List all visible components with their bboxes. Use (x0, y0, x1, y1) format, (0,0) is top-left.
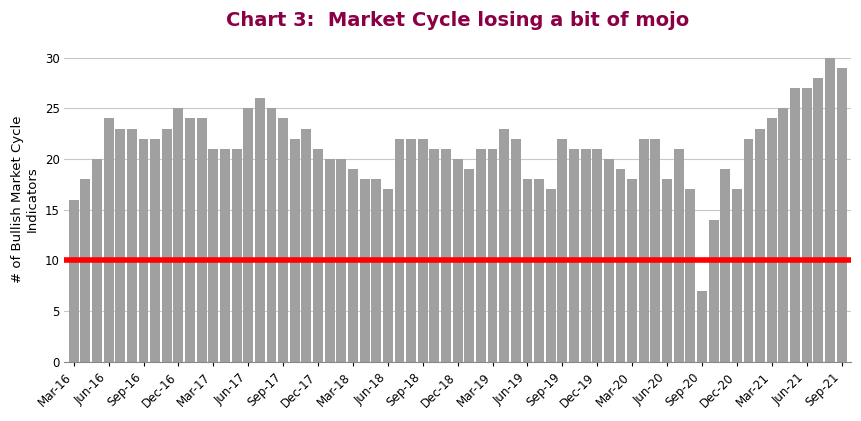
Bar (80, 179, 90, 362)
Bar (487, 149, 497, 362)
Bar (684, 189, 695, 362)
Bar (592, 149, 602, 362)
Bar (743, 139, 753, 362)
Bar (418, 139, 427, 362)
Bar (801, 88, 811, 362)
Bar (115, 128, 125, 362)
Bar (777, 108, 788, 362)
Bar (522, 179, 532, 362)
Bar (406, 139, 416, 362)
Bar (220, 149, 230, 362)
Bar (429, 149, 439, 362)
Bar (289, 139, 300, 362)
Bar (673, 149, 683, 362)
Bar (604, 159, 613, 362)
Bar (127, 128, 137, 362)
Bar (185, 118, 195, 362)
Bar (836, 68, 846, 362)
Bar (150, 139, 160, 362)
Bar (313, 149, 323, 362)
Bar (464, 169, 474, 362)
Bar (557, 139, 567, 362)
Bar (650, 139, 660, 362)
Bar (336, 159, 346, 362)
Bar (441, 149, 450, 362)
Bar (813, 78, 822, 362)
Bar (708, 220, 718, 362)
Bar (371, 179, 381, 362)
Bar (173, 108, 183, 362)
Bar (162, 128, 171, 362)
Bar (534, 179, 543, 362)
Bar (475, 149, 486, 362)
Bar (382, 189, 393, 362)
Bar (697, 291, 706, 362)
Bar (661, 179, 672, 362)
Bar (627, 179, 636, 362)
Bar (394, 139, 404, 362)
Bar (69, 200, 78, 362)
Bar (545, 189, 555, 362)
Bar (208, 149, 218, 362)
Bar (301, 128, 311, 362)
Bar (790, 88, 799, 362)
Bar (511, 139, 520, 362)
Bar (580, 149, 590, 362)
Y-axis label: # of Bullish Market Cycle
Indicators: # of Bullish Market Cycle Indicators (11, 116, 39, 283)
Bar (499, 128, 509, 362)
Bar (766, 118, 776, 362)
Bar (139, 139, 148, 362)
Bar (255, 98, 264, 362)
Title: Chart 3:  Market Cycle losing a bit of mojo: Chart 3: Market Cycle losing a bit of mo… (226, 11, 689, 30)
Bar (731, 189, 741, 362)
Bar (348, 169, 357, 362)
Bar (568, 149, 579, 362)
Bar (92, 159, 102, 362)
Bar (359, 179, 369, 362)
Bar (243, 108, 253, 362)
Bar (452, 159, 462, 362)
Bar (325, 159, 334, 362)
Bar (103, 118, 114, 362)
Bar (824, 58, 834, 362)
Bar (754, 128, 765, 362)
Bar (196, 118, 207, 362)
Bar (615, 169, 625, 362)
Bar (278, 118, 288, 362)
Bar (638, 139, 648, 362)
Bar (232, 149, 241, 362)
Bar (266, 108, 276, 362)
Bar (720, 169, 729, 362)
